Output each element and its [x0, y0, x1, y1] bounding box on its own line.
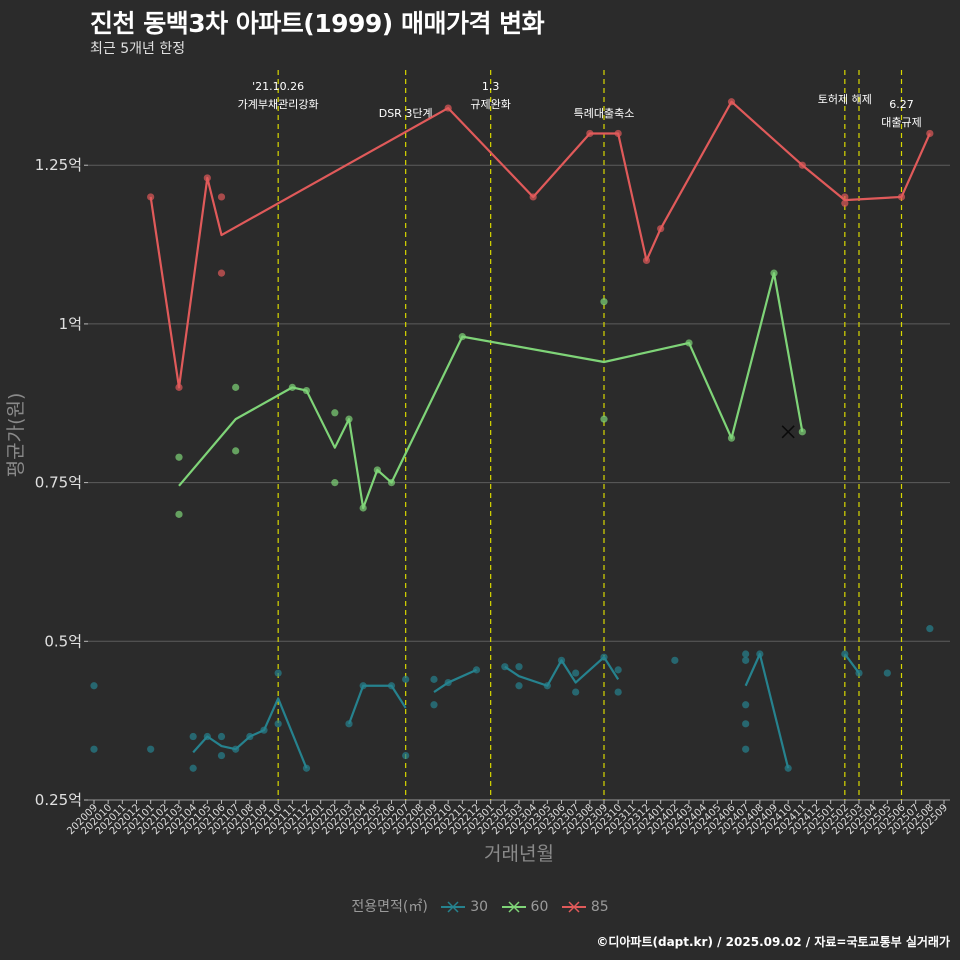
data-point-60 [175, 453, 183, 461]
data-point-30 [402, 675, 410, 683]
series-line-30 [192, 697, 308, 769]
chart-title: 진천 동백3차 아파트(1999) 매매가격 변화 [90, 9, 545, 38]
data-point-30 [742, 701, 750, 709]
cross-stroke [781, 425, 795, 439]
y-tick-label: 1.25억 [35, 156, 82, 174]
data-point-30 [515, 682, 523, 690]
event-label: 대출규제 [881, 116, 921, 129]
event-label: DSR 3단계 [379, 107, 433, 120]
legend-label-60: 60 [530, 899, 549, 915]
data-point-85 [217, 193, 226, 201]
legend-item-60: 60 [501, 899, 549, 915]
data-point-30 [274, 669, 282, 677]
data-point-30 [883, 669, 891, 677]
series-line-85 [149, 100, 931, 389]
series-line-30 [347, 684, 407, 725]
legend-swatch-85 [561, 901, 586, 913]
data-point-30 [926, 625, 934, 633]
series-line-60 [178, 272, 804, 510]
legend-title: 전용면적(㎡) [351, 899, 428, 915]
event-label: 6.27 [889, 98, 914, 111]
legend-label-85: 85 [590, 899, 609, 915]
data-point-60 [798, 428, 806, 436]
event-label: 1.3 [482, 80, 500, 93]
data-point-30 [274, 720, 282, 728]
data-point-60 [232, 383, 240, 391]
source-footer: ©디아파트(dapt.kr) / 2025.09.02 / 자료=국토교통부 실… [596, 935, 950, 949]
data-point-85 [841, 199, 849, 207]
data-point-85 [147, 193, 155, 201]
series-line-30 [504, 656, 620, 687]
data-point-30 [217, 732, 226, 741]
data-point-30 [430, 675, 438, 683]
data-point-60 [331, 479, 339, 487]
y-tick-label: 1억 [59, 315, 82, 333]
legend-item-85: 85 [561, 899, 609, 915]
series-line-30 [433, 668, 477, 693]
series-line-30 [843, 653, 860, 674]
y-tick-label: 0.75억 [35, 474, 82, 492]
x-axis-title: 거래년월 [484, 843, 554, 865]
data-point-30 [614, 666, 622, 674]
chart-subtitle: 최근 5개년 한정 [90, 41, 186, 57]
data-point-30 [742, 650, 750, 658]
series-line-30 [744, 652, 790, 769]
event-label: 규제완화 [470, 98, 510, 111]
data-point-30 [572, 688, 580, 696]
event-label: 토허제 해제 [818, 92, 872, 106]
data-point-30 [742, 745, 750, 753]
data-point-30 [402, 751, 410, 760]
data-point-30 [784, 764, 792, 772]
event-label: '21.10.26 [252, 80, 304, 93]
y-axis-title: 평균가(원) [5, 393, 27, 478]
data-point-30 [430, 701, 438, 709]
data-point-85 [217, 269, 226, 277]
legend-swatch-30 [441, 901, 466, 913]
data-point-60 [331, 409, 339, 417]
y-tick-label: 0.5억 [44, 632, 82, 650]
data-point-30 [90, 745, 98, 753]
data-point-30 [90, 682, 98, 690]
data-point-30 [572, 669, 580, 677]
data-point-30 [189, 764, 197, 772]
event-label: 가계부채관리강화 [238, 98, 319, 111]
data-point-60 [600, 298, 608, 306]
legend-swatch-60 [501, 901, 526, 913]
data-point-30 [614, 688, 622, 696]
data-point-30 [671, 656, 679, 664]
event-label: 특례대출축소 [574, 107, 635, 120]
data-point-30 [189, 732, 197, 741]
data-point-30 [217, 751, 226, 760]
legend-item-30: 30 [440, 899, 488, 915]
legend-label-30: 30 [470, 899, 489, 915]
legend: 전용면적(㎡) 30 60 85 [0, 896, 960, 916]
data-point-60 [232, 447, 240, 455]
data-point-30 [515, 663, 523, 671]
y-tick-label: 0.25억 [35, 791, 82, 809]
cross-marker-60 [781, 425, 795, 439]
data-point-60 [600, 415, 608, 423]
data-point-30 [742, 656, 750, 664]
data-point-60 [175, 510, 183, 518]
data-point-30 [742, 720, 750, 728]
data-point-30 [147, 745, 155, 753]
